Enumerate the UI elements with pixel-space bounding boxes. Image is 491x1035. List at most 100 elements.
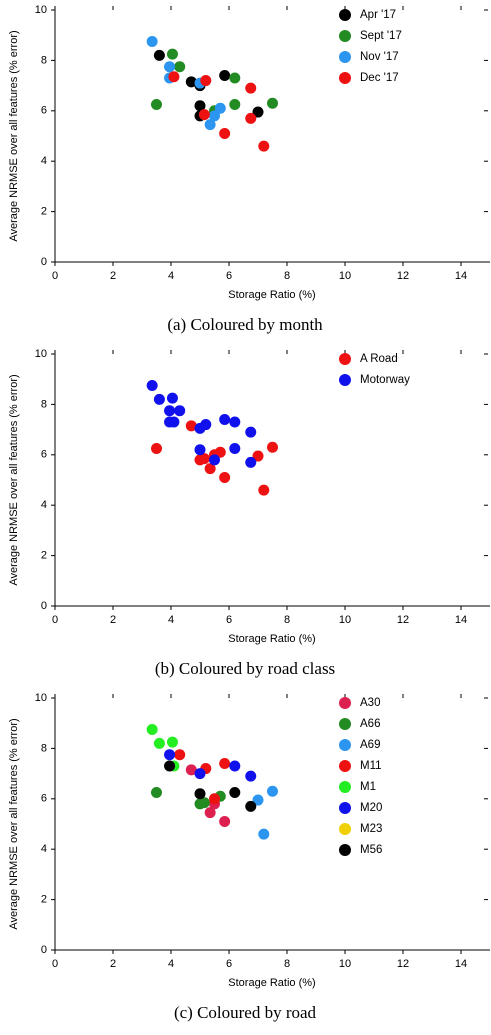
x-tick-label: 2 <box>110 614 116 626</box>
point <box>245 456 257 468</box>
point <box>174 405 186 417</box>
caption: (b) Coloured by road class <box>155 659 335 678</box>
point <box>204 807 216 819</box>
point <box>146 380 158 391</box>
x-tick-label: 4 <box>168 958 174 970</box>
point <box>164 749 176 761</box>
point <box>198 797 210 809</box>
x-axis-label: Storage Ratio (%) <box>228 977 315 989</box>
x-tick-label: 6 <box>226 614 232 626</box>
point <box>153 49 165 61</box>
legend-label: M20 <box>360 802 382 814</box>
legend-marker <box>339 781 351 793</box>
point <box>209 110 220 122</box>
legend-marker <box>339 739 351 751</box>
point <box>245 426 257 438</box>
legend-marker <box>339 72 351 84</box>
point <box>194 768 206 780</box>
point <box>219 815 231 827</box>
point <box>267 441 278 453</box>
x-tick-label: 14 <box>455 270 467 282</box>
x-tick-label: 2 <box>110 958 116 970</box>
point <box>151 99 162 110</box>
point <box>229 99 241 110</box>
legend-label: M23 <box>360 823 382 835</box>
point <box>185 420 197 432</box>
y-tick-label: 6 <box>41 793 47 805</box>
point <box>219 127 231 139</box>
point <box>204 119 216 131</box>
legend-label: Motorway <box>360 374 410 386</box>
x-tick-label: 14 <box>455 958 467 970</box>
y-tick-label: 10 <box>35 348 47 360</box>
legend-label: Apr '17 <box>360 9 396 21</box>
point <box>164 61 176 73</box>
point <box>229 760 241 772</box>
point <box>245 112 257 124</box>
point <box>258 828 270 840</box>
point <box>219 414 231 426</box>
point <box>166 48 178 60</box>
caption: (c) Coloured by road <box>174 1003 317 1022</box>
x-tick-label: 0 <box>52 958 58 970</box>
legend-label: M11 <box>360 760 382 772</box>
x-tick-label: 4 <box>168 614 174 626</box>
x-tick-label: 10 <box>339 958 351 970</box>
legend-label: A30 <box>360 697 380 709</box>
point <box>164 416 176 428</box>
x-axis-label: Storage Ratio (%) <box>228 633 315 645</box>
y-tick-label: 0 <box>41 944 47 956</box>
x-tick-label: 0 <box>52 614 58 626</box>
x-tick-label: 6 <box>226 270 232 282</box>
legend-label: Dec '17 <box>360 72 399 84</box>
x-tick-label: 12 <box>397 614 409 626</box>
legend-marker <box>339 844 351 856</box>
legend-label: A66 <box>360 718 380 730</box>
point <box>245 82 257 94</box>
point <box>194 788 206 800</box>
point <box>252 106 264 118</box>
x-tick-label: 14 <box>455 614 467 626</box>
x-tick-label: 12 <box>397 270 409 282</box>
point <box>194 444 206 456</box>
x-tick-label: 8 <box>284 614 290 626</box>
y-tick-label: 8 <box>41 742 47 754</box>
legend-marker <box>339 353 351 365</box>
point <box>166 736 178 748</box>
legend-label: A69 <box>360 739 380 751</box>
point <box>166 392 178 404</box>
y-tick-label: 2 <box>41 206 47 218</box>
x-axis-label: Storage Ratio (%) <box>228 289 315 301</box>
x-tick-label: 6 <box>226 958 232 970</box>
point <box>214 102 226 114</box>
legend-label: M1 <box>360 781 376 793</box>
y-tick-label: 8 <box>41 398 47 410</box>
point <box>229 416 241 428</box>
legend-marker <box>339 51 351 63</box>
point <box>245 770 257 782</box>
point <box>164 405 176 417</box>
legend-marker <box>339 697 351 709</box>
point <box>245 800 257 812</box>
y-tick-label: 4 <box>41 155 47 167</box>
point <box>146 724 158 735</box>
point <box>146 36 158 47</box>
y-tick-label: 6 <box>41 449 47 461</box>
point <box>267 785 278 797</box>
point <box>229 787 241 798</box>
point <box>151 787 162 798</box>
legend-marker <box>339 802 351 814</box>
legend-marker <box>339 374 351 386</box>
point <box>258 140 270 152</box>
legend-label: Nov '17 <box>360 51 399 63</box>
point <box>185 76 197 88</box>
y-tick-label: 0 <box>41 256 47 268</box>
point <box>209 454 220 466</box>
point <box>153 393 165 405</box>
point <box>258 484 270 496</box>
legend-marker <box>339 718 351 730</box>
x-tick-label: 10 <box>339 270 351 282</box>
y-tick-label: 8 <box>41 54 47 66</box>
